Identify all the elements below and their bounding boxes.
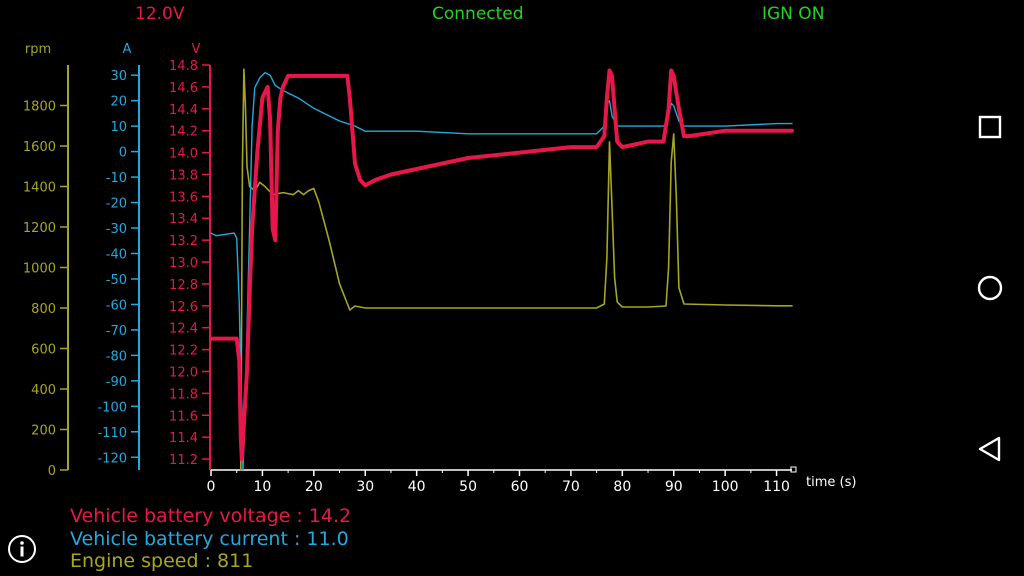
current-tick-label: 0: [119, 146, 127, 161]
current-tick-label: 10: [110, 120, 127, 135]
current-tick-label: -120: [97, 451, 127, 466]
rpm-axis-label: rpm: [25, 42, 51, 57]
rpm-tick-label: 1400: [23, 181, 56, 196]
readout-engine-speed: Engine speed : 811: [70, 550, 254, 572]
x-tick-label: 90: [665, 479, 683, 495]
x-tick-label: 100: [712, 479, 739, 495]
x-tick-label: 80: [613, 479, 631, 495]
status-ignition: IGN ON: [762, 4, 825, 24]
x-tick-label: 40: [408, 479, 426, 495]
current-tick-label: -90: [106, 375, 127, 390]
x-tick-label: 70: [562, 479, 580, 495]
voltage-tick-label: 11.8: [169, 387, 198, 402]
status-connection: Connected: [432, 4, 524, 24]
current-tick-label: -40: [106, 247, 127, 262]
x-tick-label: 110: [763, 479, 790, 495]
voltage-tick-label: 12.6: [169, 300, 198, 315]
voltage-tick-label: 13.4: [169, 212, 198, 227]
rpm-tick-label: 1800: [23, 100, 56, 115]
current-tick-label: -70: [106, 324, 127, 339]
x-tick-label: 60: [511, 479, 529, 495]
current-tick-label: -20: [106, 197, 127, 212]
readout-voltage: Vehicle battery voltage : 14.2: [70, 505, 352, 527]
voltage-tick-label: 11.4: [169, 431, 198, 446]
chart: rpm020040060080010001200140016001800A-12…: [23, 42, 857, 495]
voltage-tick-label: 12.4: [169, 322, 198, 337]
voltage-tick-label: 11.2: [169, 453, 198, 468]
current-tick-label: -100: [97, 400, 127, 415]
voltage-tick-label: 14.8: [169, 59, 198, 74]
status-voltage: 12.0V: [135, 4, 185, 24]
rpm-tick-label: 1000: [23, 262, 56, 277]
x-tick-label: 0: [207, 479, 216, 495]
rpm-tick-label: 600: [31, 343, 56, 358]
x-axis-label: time (s): [806, 475, 856, 490]
current-tick-label: -30: [106, 222, 127, 237]
navigation-bar: [955, 0, 1024, 576]
x-tick-label: 30: [356, 479, 374, 495]
current-tick-label: -60: [106, 298, 127, 313]
readout-current: Vehicle battery current : 11.0: [70, 528, 349, 550]
voltage-tick-label: 13.2: [169, 234, 198, 249]
rpm-tick-label: 200: [31, 424, 56, 439]
current-tick-label: 30: [110, 69, 127, 84]
voltage-tick-label: 14.0: [169, 147, 198, 162]
voltage-tick-label: 14.2: [169, 125, 198, 140]
voltage-tick-label: 14.6: [169, 81, 198, 96]
voltage-tick-label: 13.6: [169, 190, 198, 205]
rpm-tick-label: 400: [31, 383, 56, 398]
battery-voltage-line: [209, 68, 794, 462]
current-axis-label: A: [123, 42, 132, 57]
x-tick-label: 10: [254, 479, 272, 495]
current-tick-label: 20: [110, 95, 127, 110]
x-tick-label: 20: [305, 479, 323, 495]
voltage-tick-label: 13.8: [169, 168, 198, 183]
voltage-axis-label: V: [192, 42, 201, 57]
rpm-tick-label: 1600: [23, 140, 56, 155]
rpm-tick-label: 800: [31, 302, 56, 317]
voltage-tick-label: 14.4: [169, 103, 198, 118]
square-icon[interactable]: [975, 112, 1005, 142]
circle-icon[interactable]: [975, 273, 1005, 303]
voltage-tick-label: 13.0: [169, 256, 198, 271]
current-tick-label: -80: [106, 349, 127, 364]
x-axis-end-marker: [790, 466, 797, 473]
voltage-tick-label: 11.6: [169, 409, 198, 424]
info-icon[interactable]: [7, 534, 37, 564]
rpm-tick-label: 1200: [23, 221, 56, 236]
voltage-tick-label: 12.8: [169, 278, 198, 293]
triangle-back-icon[interactable]: [975, 434, 1005, 464]
current-tick-label: -110: [97, 426, 127, 441]
current-tick-label: -10: [106, 171, 127, 186]
x-tick-label: 50: [459, 479, 477, 495]
voltage-tick-label: 12.0: [169, 365, 198, 380]
voltage-tick-label: 12.2: [169, 344, 198, 359]
engine-speed-line: [240, 68, 793, 471]
current-tick-label: -50: [106, 273, 127, 288]
rpm-tick-label: 0: [48, 464, 56, 479]
